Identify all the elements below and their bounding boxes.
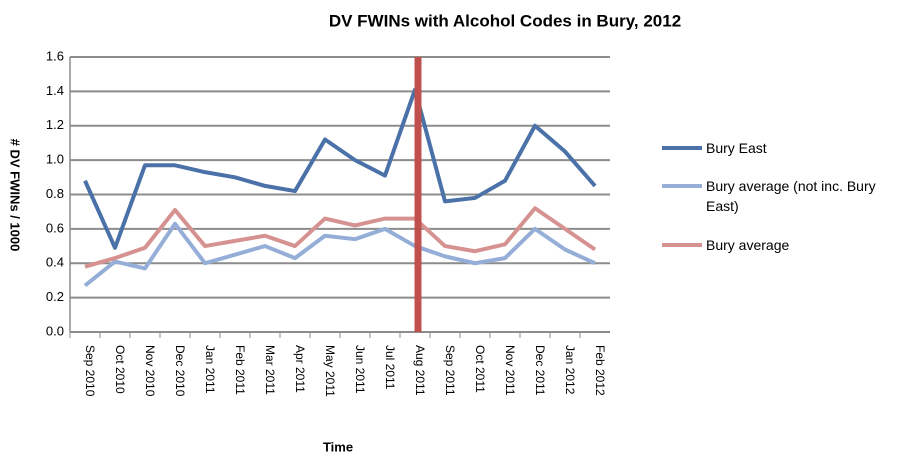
x-tick-label: Dec 2010 — [173, 345, 187, 397]
y-tick-label: 0.8 — [46, 186, 64, 201]
y-tick-label: 0.4 — [46, 255, 64, 270]
x-tick-label: Jan 2011 — [203, 345, 217, 394]
y-axis-label: # DV FWINs / 1000 — [8, 139, 23, 252]
series-line — [83, 221, 596, 288]
x-tick-label: Aug 2011 — [413, 345, 427, 396]
x-tick-label: Sep 2011 — [443, 345, 457, 396]
x-tick-label: Jan 2012 — [563, 345, 577, 395]
series-line — [83, 87, 597, 250]
x-tick-label: Dec 2011 — [533, 345, 547, 396]
x-tick-label: Nov 2011 — [503, 345, 517, 396]
x-tick-label: Oct 2011 — [473, 345, 487, 393]
y-tick-label: 1.2 — [46, 117, 64, 132]
x-tick-label: Feb 2011 — [233, 345, 247, 395]
legend-label: Bury average — [706, 237, 790, 253]
legend-label: Bury average (not inc. Bury East) — [706, 178, 876, 214]
y-tick-label: 0.2 — [46, 289, 64, 304]
x-tick-label: Apr 2011 — [293, 345, 307, 393]
y-tick-label: 1.6 — [46, 48, 64, 63]
y-tick-label: 0.0 — [46, 323, 64, 338]
x-tick-label: Jul 2011 — [383, 345, 397, 390]
y-tick-label: 1.0 — [46, 152, 64, 167]
x-tick-label: Jun 2011 — [353, 345, 367, 394]
x-tick-label: Oct 2010 — [113, 345, 127, 394]
series-line — [84, 206, 597, 269]
legend-label: Bury East — [706, 140, 767, 156]
x-tick-label: Sep 2010 — [83, 345, 97, 397]
x-tick-label: May 2011 — [323, 345, 337, 397]
chart-title: DV FWINs with Alcohol Codes in Bury, 201… — [329, 11, 681, 30]
y-tick-label: 0.6 — [46, 220, 64, 235]
x-tick-label: Feb 2012 — [593, 345, 607, 396]
x-tick-label: Nov 2010 — [143, 345, 157, 397]
y-tick-label: 1.4 — [46, 83, 64, 98]
x-tick-label: Mar 2011 — [263, 345, 277, 395]
x-axis-label: Time — [323, 439, 353, 454]
